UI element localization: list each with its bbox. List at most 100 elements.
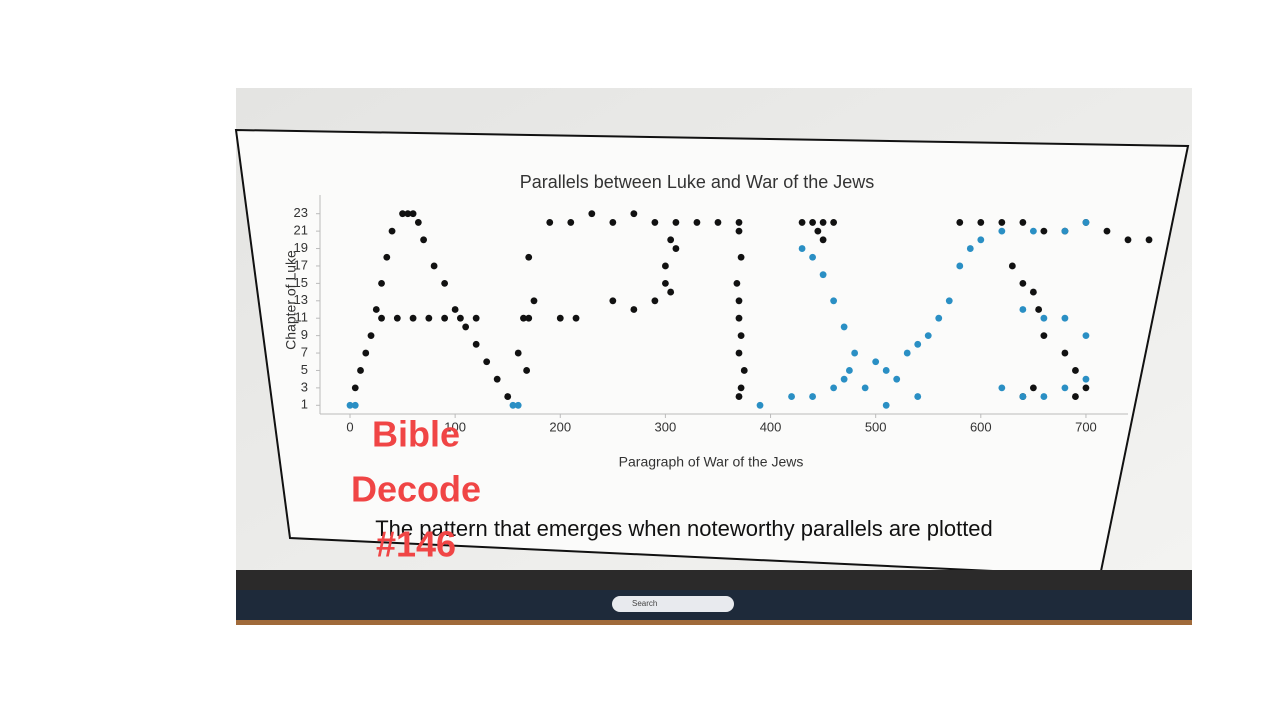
point xyxy=(572,314,580,322)
x-tick-label: 700 xyxy=(1075,419,1097,434)
point xyxy=(388,227,396,235)
point xyxy=(378,279,385,287)
point xyxy=(523,367,531,374)
y-tick-label: 19 xyxy=(294,240,308,255)
point xyxy=(998,384,1006,392)
point xyxy=(956,219,964,226)
point xyxy=(998,227,1006,235)
point xyxy=(819,236,827,244)
point xyxy=(830,384,838,392)
y-tick-label: 1 xyxy=(301,397,308,412)
point xyxy=(662,262,669,270)
point xyxy=(1035,306,1043,313)
point xyxy=(525,253,533,261)
point xyxy=(861,384,869,392)
point xyxy=(509,401,517,409)
point xyxy=(830,219,838,226)
x-tick-label: 0 xyxy=(346,419,353,434)
y-tick-label: 13 xyxy=(294,292,308,307)
point xyxy=(362,349,370,357)
point xyxy=(1124,236,1132,244)
point xyxy=(798,219,806,226)
point xyxy=(546,219,554,226)
x-tick-label: 400 xyxy=(760,419,782,434)
point xyxy=(1103,227,1111,235)
point xyxy=(588,210,596,218)
point xyxy=(882,401,890,409)
point xyxy=(414,219,422,226)
point xyxy=(845,367,853,374)
point xyxy=(372,306,380,313)
point xyxy=(441,314,449,322)
point xyxy=(393,314,401,322)
y-tick-label: 9 xyxy=(301,327,308,342)
point xyxy=(609,297,617,305)
point xyxy=(914,340,922,348)
point xyxy=(409,210,417,218)
point xyxy=(1082,219,1090,226)
point xyxy=(1072,367,1079,374)
point xyxy=(840,375,848,383)
point xyxy=(425,314,433,322)
point xyxy=(935,314,943,322)
point xyxy=(409,314,417,322)
point xyxy=(735,297,743,305)
overlay-text: #146 xyxy=(376,524,456,565)
point xyxy=(1061,227,1069,235)
x-axis-label: Paragraph of War of the Jews xyxy=(619,454,804,470)
caption: The pattern that emerges when noteworthy… xyxy=(375,516,993,541)
point xyxy=(977,219,985,226)
point xyxy=(351,401,359,409)
point xyxy=(514,401,522,409)
y-tick-label: 17 xyxy=(294,257,308,272)
point xyxy=(733,279,741,287)
point xyxy=(378,314,385,322)
y-tick-label: 5 xyxy=(301,362,308,377)
point xyxy=(814,227,822,235)
point xyxy=(672,219,680,226)
point xyxy=(667,288,675,296)
point xyxy=(672,245,680,252)
point xyxy=(567,219,575,226)
point xyxy=(1029,288,1037,296)
point xyxy=(430,262,438,270)
point xyxy=(1040,332,1048,340)
point xyxy=(903,349,911,357)
point xyxy=(441,279,449,287)
point xyxy=(520,314,527,322)
point xyxy=(893,375,901,383)
point xyxy=(1145,236,1153,244)
search-box[interactable] xyxy=(612,596,734,612)
point xyxy=(609,219,617,226)
y-tick-label: 23 xyxy=(294,205,308,220)
point xyxy=(493,375,501,383)
y-tick-label: 11 xyxy=(295,310,309,325)
point xyxy=(872,358,880,366)
point xyxy=(525,314,533,322)
point xyxy=(346,401,354,409)
point xyxy=(693,219,701,226)
point xyxy=(966,245,974,252)
point xyxy=(851,349,859,357)
x-tick-label: 500 xyxy=(865,419,887,434)
point xyxy=(667,236,675,244)
point xyxy=(1082,332,1090,340)
point xyxy=(977,236,985,244)
point xyxy=(809,253,816,261)
point xyxy=(735,349,743,357)
point xyxy=(462,323,470,331)
point xyxy=(504,393,512,400)
point xyxy=(788,393,795,400)
point xyxy=(945,297,953,305)
point xyxy=(735,314,743,322)
point xyxy=(798,245,806,252)
chart-title: Parallels between Luke and War of the Je… xyxy=(520,172,875,192)
search-text[interactable]: Search xyxy=(632,599,657,608)
point xyxy=(1082,375,1090,383)
point xyxy=(924,332,932,340)
y-tick-label: 21 xyxy=(294,223,308,238)
x-tick-label: 600 xyxy=(970,419,992,434)
point xyxy=(556,314,564,322)
overlay-text: Decode xyxy=(351,469,481,510)
